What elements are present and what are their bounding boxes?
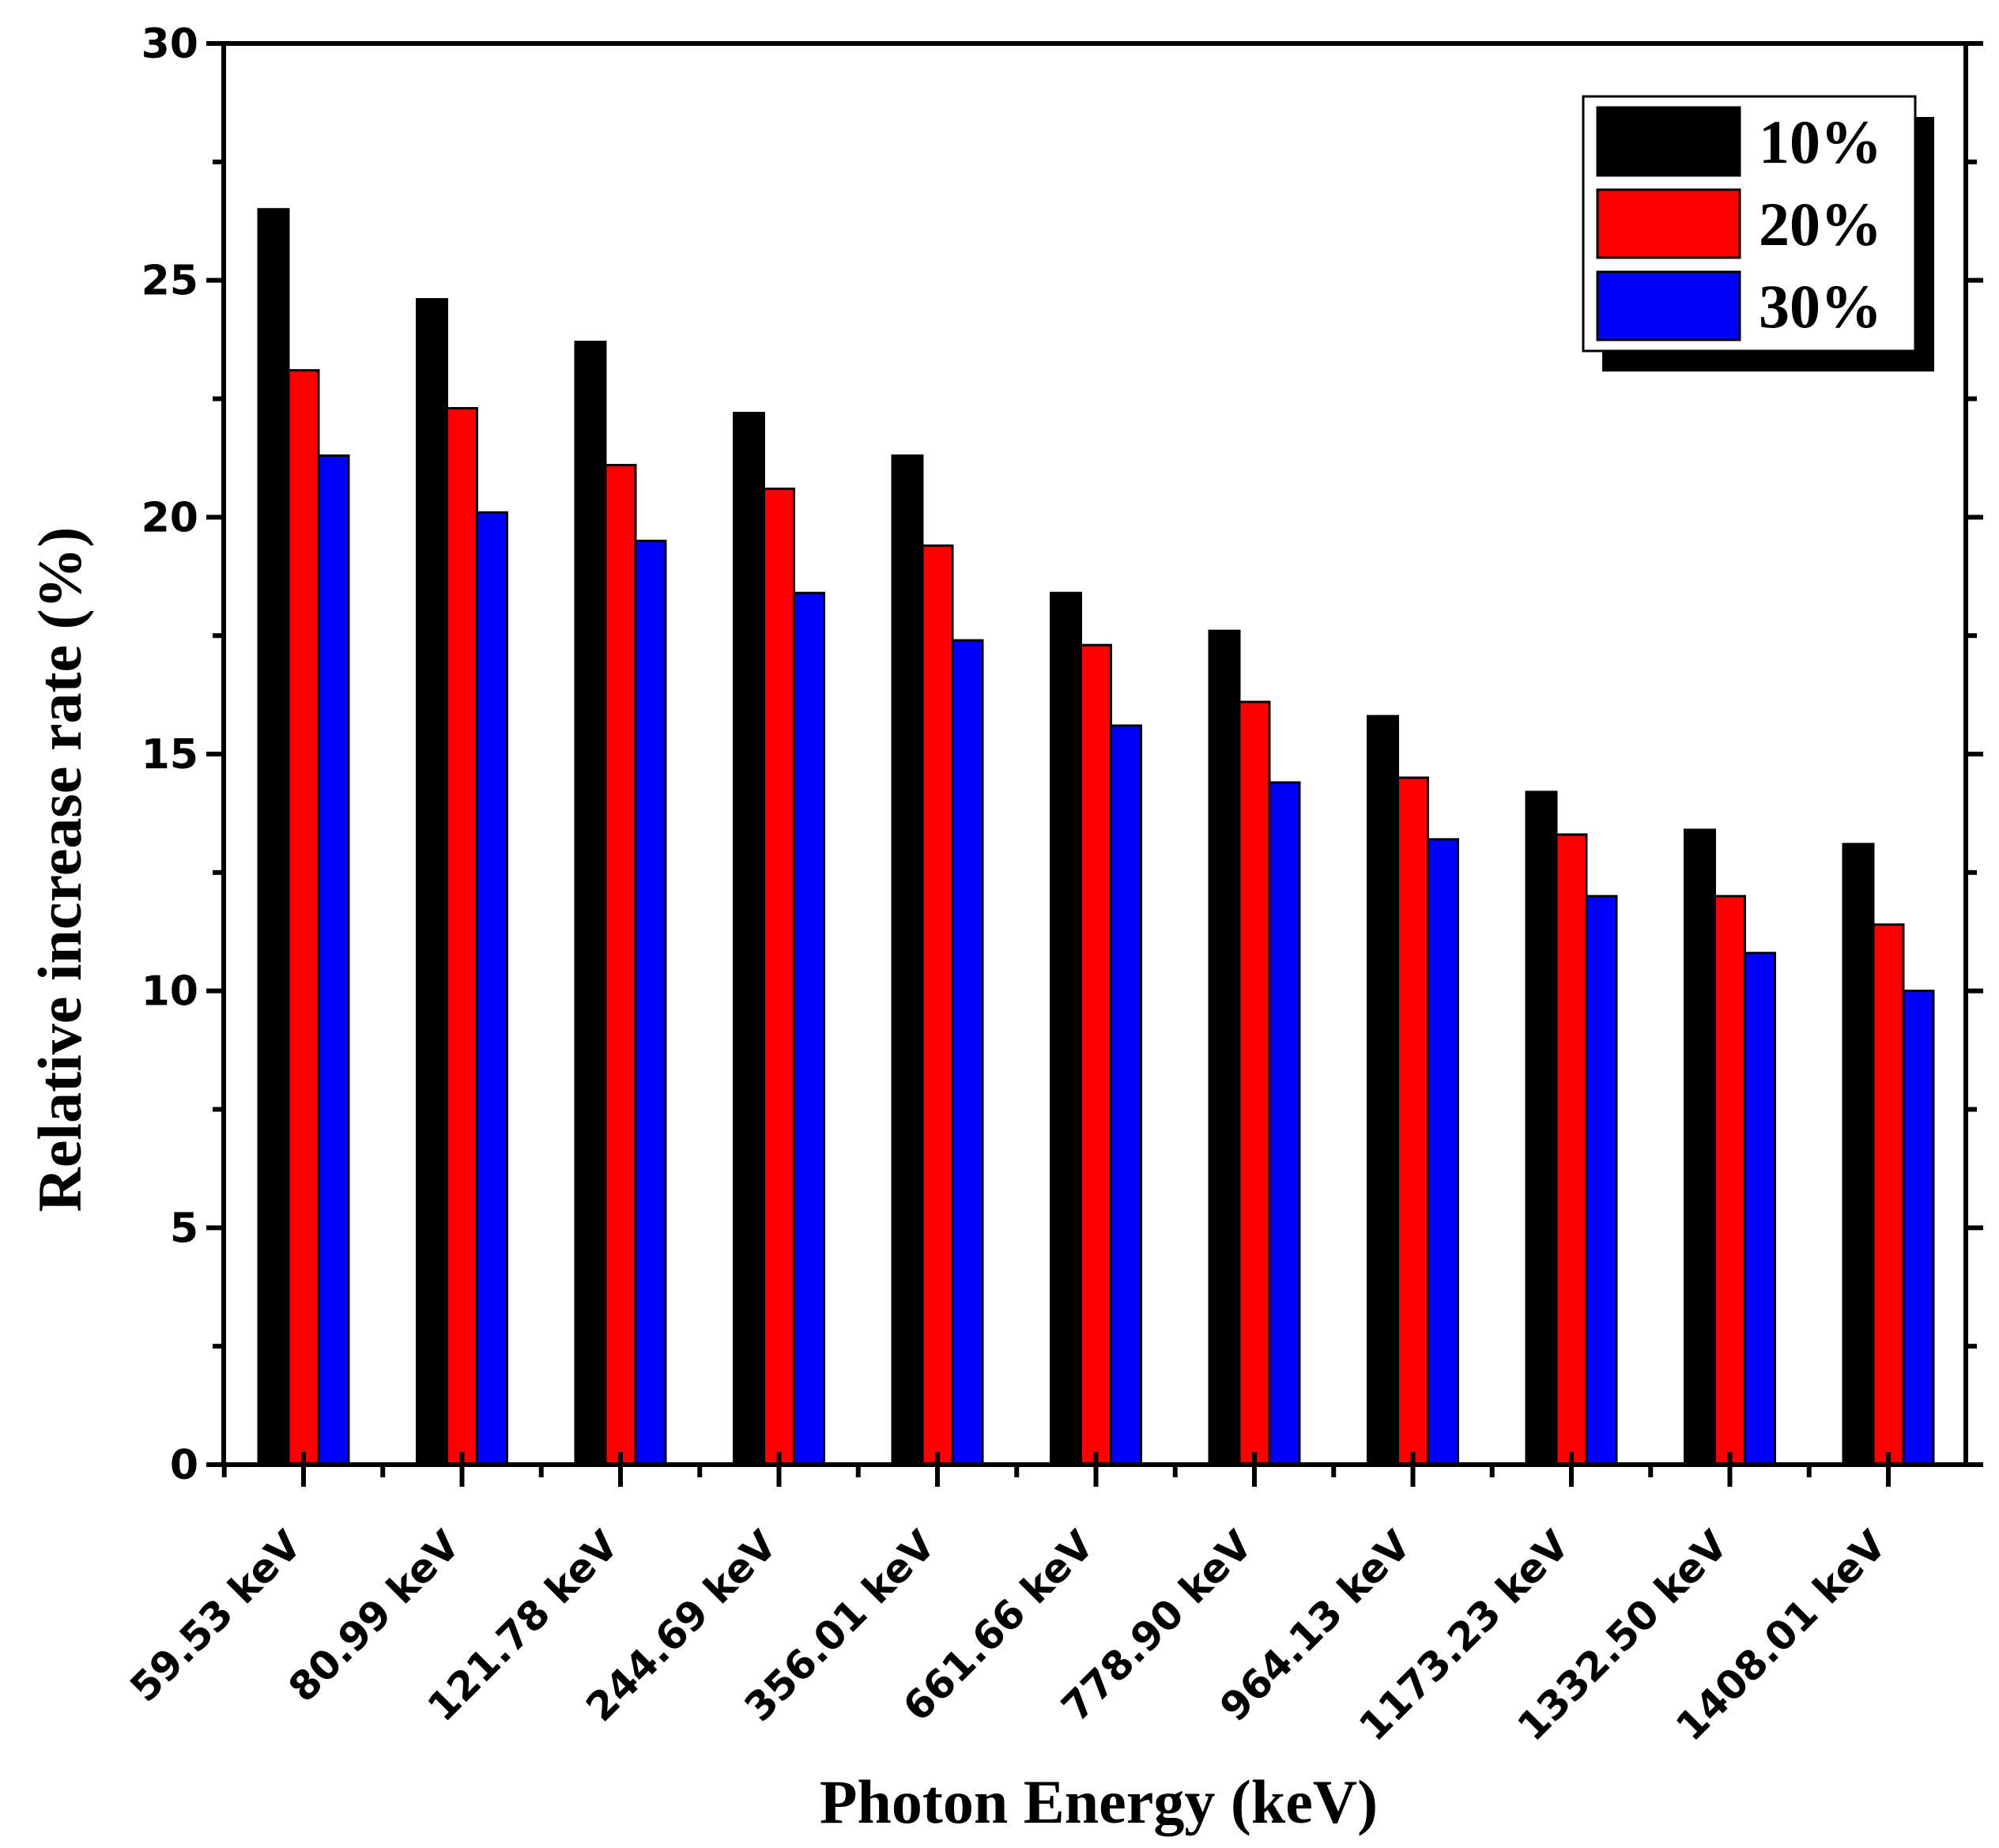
legend: 10% 20% 30% bbox=[1582, 95, 1934, 371]
y-tick-label-10: 10 bbox=[141, 968, 198, 1016]
y-tick-label-20: 20 bbox=[141, 494, 198, 541]
legend-label-10pct: 10% bbox=[1759, 107, 1882, 176]
y-tick-label-30: 30 bbox=[141, 21, 198, 68]
bar-30pct-80-99-kev bbox=[476, 511, 508, 1466]
bar-20pct-1408-01-kev bbox=[1872, 923, 1905, 1466]
bar-10pct-356-01-kev bbox=[891, 454, 924, 1466]
bar-30pct-1332-50-kev bbox=[1744, 952, 1776, 1466]
bar-20pct-1173-23-kev bbox=[1555, 833, 1588, 1466]
bar-10pct-1408-01-kev bbox=[1842, 843, 1875, 1466]
bar-20pct-356-01-kev bbox=[921, 544, 954, 1466]
legend-swatch-30pct bbox=[1596, 270, 1741, 341]
y-tick-label-25: 25 bbox=[141, 258, 198, 305]
bar-10pct-121-78-kev bbox=[574, 341, 607, 1466]
bar-30pct-356-01-kev bbox=[951, 639, 984, 1466]
bar-30pct-1173-23-kev bbox=[1585, 895, 1618, 1466]
y-tick-label-15: 15 bbox=[141, 731, 198, 779]
x-axis-title: Photon Energy (keV) bbox=[820, 1767, 1378, 1836]
bar-20pct-121-78-kev bbox=[604, 463, 637, 1466]
bar-10pct-59-53-kev bbox=[257, 208, 290, 1466]
bar-30pct-964-13-kev bbox=[1427, 838, 1459, 1466]
bar-30pct-1408-01-kev bbox=[1902, 990, 1935, 1466]
legend-swatch-20pct bbox=[1596, 188, 1741, 259]
bar-30pct-121-78-kev bbox=[634, 539, 667, 1466]
bars-layer bbox=[257, 208, 1935, 1466]
x-tick-label: 59.53 keV bbox=[121, 1522, 310, 1710]
bar-20pct-80-99-kev bbox=[446, 406, 478, 1466]
bar-20pct-1332-50-kev bbox=[1714, 895, 1746, 1466]
legend-swatch-10pct bbox=[1596, 106, 1741, 177]
bar-10pct-1332-50-kev bbox=[1684, 828, 1716, 1466]
bar-10pct-80-99-kev bbox=[416, 298, 448, 1466]
bar-20pct-59-53-kev bbox=[287, 369, 320, 1466]
bar-20pct-778-90-kev bbox=[1238, 700, 1271, 1466]
bar-30pct-59-53-kev bbox=[317, 454, 350, 1466]
bar-20pct-661-66-kev bbox=[1080, 643, 1112, 1466]
y-axis-title: Relative increase rate (%) bbox=[25, 526, 94, 1212]
bar-10pct-244-69-kev bbox=[733, 411, 765, 1466]
y-tick-label-0: 0 bbox=[170, 1442, 198, 1489]
bar-30pct-778-90-kev bbox=[1268, 781, 1301, 1466]
bar-10pct-661-66-kev bbox=[1050, 591, 1082, 1466]
bar-30pct-661-66-kev bbox=[1110, 724, 1142, 1466]
y-tick-label-5: 5 bbox=[170, 1205, 198, 1252]
bar-10pct-1173-23-kev bbox=[1525, 790, 1558, 1466]
bar-20pct-244-69-kev bbox=[763, 487, 795, 1466]
bar-20pct-964-13-kev bbox=[1397, 776, 1429, 1466]
bar-30pct-244-69-kev bbox=[793, 591, 825, 1466]
legend-label-30pct: 30% bbox=[1759, 272, 1882, 341]
legend-label-20pct: 20% bbox=[1759, 190, 1882, 258]
bar-10pct-964-13-kev bbox=[1367, 715, 1399, 1466]
bar-10pct-778-90-kev bbox=[1208, 629, 1241, 1466]
